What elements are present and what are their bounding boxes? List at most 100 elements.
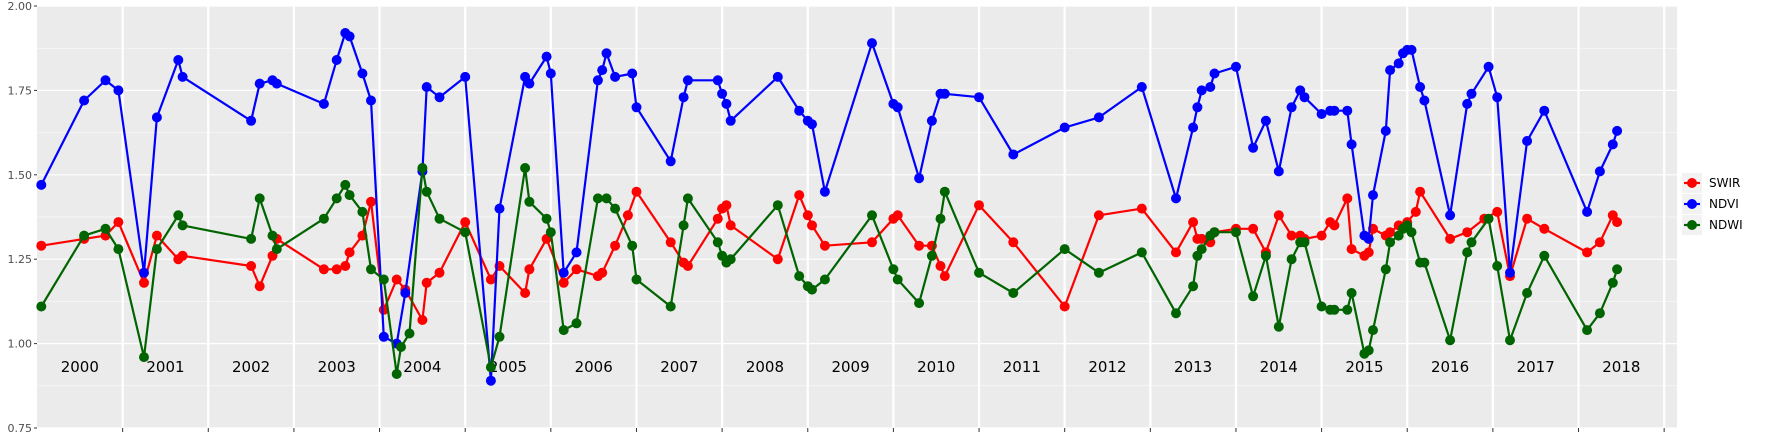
data-point-ndwi [421, 186, 432, 197]
data-point-ndwi [712, 237, 723, 248]
data-point-ndwi [520, 163, 531, 173]
year-label: 2000 [61, 358, 99, 376]
data-point-swir [434, 267, 445, 278]
data-point-ndwi [1607, 277, 1618, 288]
data-point-ndvi [331, 55, 342, 65]
data-point-ndwi [914, 298, 925, 309]
year-label: 2012 [1088, 358, 1126, 376]
data-point-swir [1171, 247, 1181, 258]
data-point-ndvi [1299, 92, 1310, 103]
data-point-ndvi [725, 115, 736, 126]
data-point-ndvi [485, 375, 496, 386]
legend-label-ndwi: NDWI [1709, 218, 1743, 232]
data-point-swir [1059, 301, 1070, 312]
data-point-ndvi [1492, 92, 1503, 103]
data-point-swir [1363, 247, 1374, 258]
data-point-swir [1248, 223, 1259, 234]
data-point-ndwi [892, 274, 903, 285]
data-point-ndwi [1136, 247, 1147, 258]
data-point-ndvi [601, 48, 612, 59]
data-point-ndvi [400, 288, 411, 298]
data-point-ndvi [597, 65, 608, 76]
data-point-ndvi [1415, 82, 1426, 92]
data-point-ndwi [1059, 244, 1070, 255]
data-point-ndvi [357, 68, 368, 79]
data-point-ndvi [246, 115, 257, 126]
data-point-swir [1286, 230, 1297, 241]
data-point-ndvi [494, 203, 505, 214]
data-point-ndvi [1188, 122, 1199, 133]
data-point-ndvi [344, 31, 355, 42]
data-point-ndvi [1406, 44, 1417, 55]
data-point-ndwi [404, 328, 415, 339]
data-point-swir [139, 277, 149, 288]
data-point-swir [1273, 210, 1284, 221]
data-point-ndvi [1483, 61, 1494, 72]
data-point-ndwi [254, 193, 265, 204]
data-point-swir [520, 288, 531, 298]
data-point-swir [331, 264, 342, 275]
data-point-ndvi [173, 55, 184, 65]
data-point-ndvi [36, 179, 47, 190]
data-point-ndvi [1342, 105, 1353, 116]
data-point-swir [1093, 210, 1104, 221]
axis-layer: 0.75 1.00 1.25 1.50 1.75 2.00 [8, 0, 1665, 435]
data-point-ndvi [1196, 85, 1207, 96]
data-point-ndvi [712, 75, 723, 86]
data-point-ndwi [434, 213, 445, 224]
data-point-ndwi [1286, 254, 1297, 265]
legend-key-dot-swir [1687, 178, 1697, 188]
data-point-ndvi [974, 92, 984, 103]
data-point-ndvi [79, 95, 90, 106]
data-point-swir [1188, 217, 1199, 228]
data-point-ndvi [1136, 82, 1147, 92]
data-point-ndwi [1171, 308, 1181, 319]
data-point-ndwi [100, 223, 111, 234]
data-point-ndvi [113, 85, 124, 96]
data-point-swir [1594, 237, 1605, 248]
data-point-swir [1582, 247, 1593, 258]
data-point-ndwi [524, 196, 535, 207]
data-point-swir [1410, 206, 1421, 217]
data-point-ndwi [807, 284, 817, 295]
data-point-ndwi [631, 274, 642, 285]
data-point-ndwi [678, 220, 689, 231]
data-point-swir [807, 220, 817, 231]
year-label: 2016 [1431, 358, 1469, 376]
data-point-ndvi [867, 38, 877, 49]
data-point-ndwi [485, 362, 496, 373]
data-point-ndwi [246, 233, 257, 244]
data-point-ndvi [1380, 125, 1391, 136]
data-point-ndwi [627, 240, 638, 251]
data-point-ndvi [541, 51, 552, 62]
data-point-ndwi [1329, 304, 1340, 315]
data-point-ndvi [378, 331, 389, 342]
data-point-ndvi [1209, 68, 1220, 79]
year-label: 2007 [660, 358, 698, 376]
data-point-ndwi [340, 179, 351, 190]
data-point-ndvi [1248, 142, 1259, 153]
data-point-swir [794, 190, 805, 201]
data-point-swir [914, 240, 925, 251]
data-point-ndwi [396, 342, 406, 352]
data-point-swir [524, 264, 535, 275]
data-point-ndvi [1466, 88, 1477, 99]
data-point-ndwi [794, 271, 805, 282]
data-point-ndvi [1171, 193, 1181, 204]
data-point-ndwi [1248, 291, 1259, 302]
data-point-ndvi [914, 173, 925, 184]
data-point-ndvi [139, 267, 149, 278]
data-point-ndvi [1522, 136, 1533, 146]
data-point-swir [1385, 227, 1396, 238]
data-point-ndvi [772, 71, 783, 82]
data-point-ndvi [151, 112, 162, 123]
data-point-ndwi [177, 220, 188, 231]
data-point-ndvi [1607, 139, 1618, 150]
data-point-ndvi [571, 247, 582, 258]
year-label: 2015 [1345, 358, 1383, 376]
data-point-ndvi [1582, 206, 1593, 217]
data-point-swir [151, 230, 162, 241]
data-point-ndwi [541, 213, 552, 224]
data-point-ndwi [725, 254, 736, 265]
year-label: 2003 [318, 358, 356, 376]
